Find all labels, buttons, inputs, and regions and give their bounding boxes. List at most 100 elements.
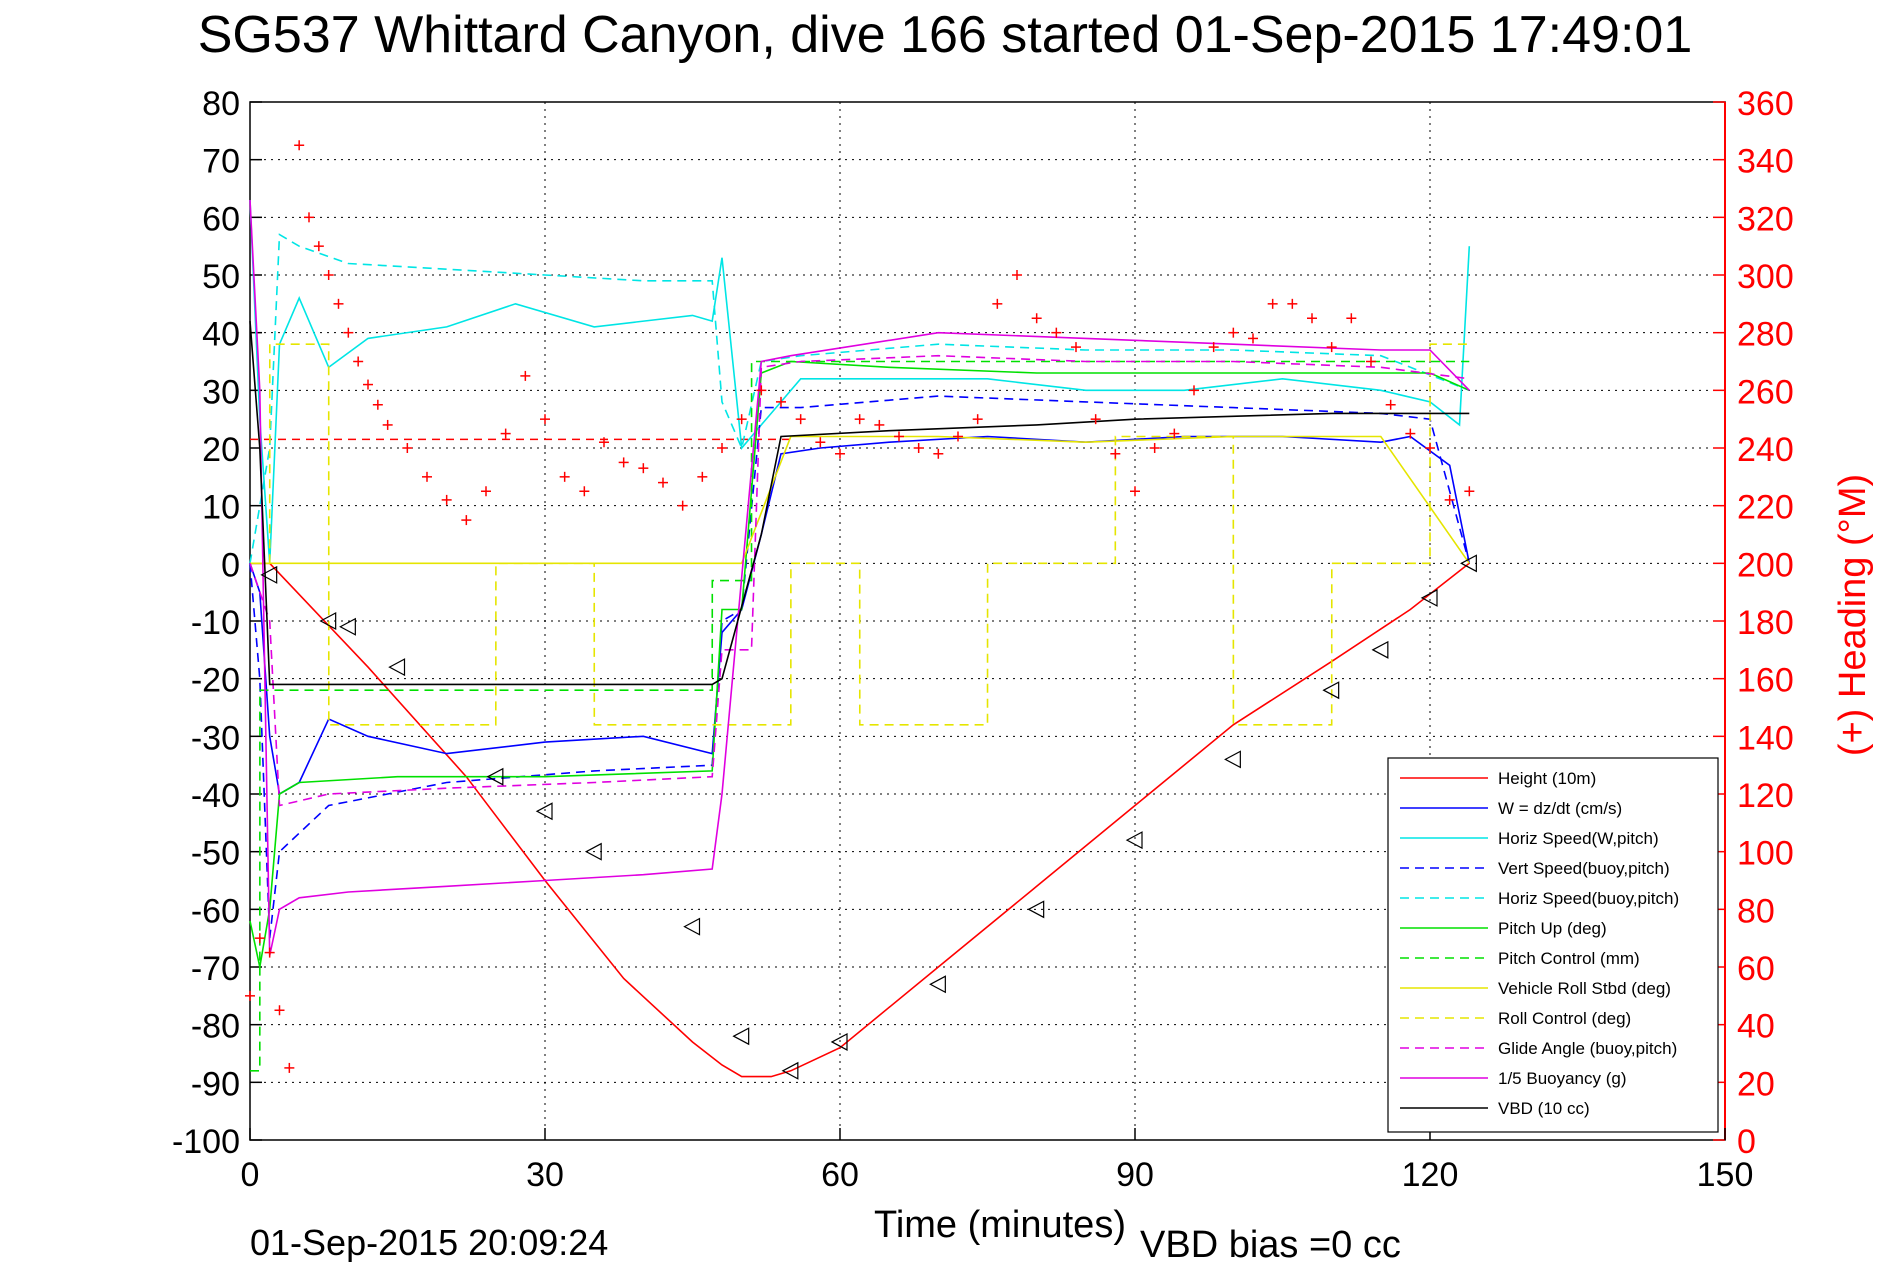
- triangle-markers: [260, 554, 1477, 1080]
- heading-point: [422, 471, 432, 482]
- x-axis-label: Time (minutes): [874, 1204, 1126, 1246]
- legend-label: Pitch Control (mm): [1498, 949, 1640, 968]
- heading-point: [1366, 356, 1376, 367]
- heading-point: [756, 385, 767, 396]
- heading-point: [343, 327, 354, 338]
- x-tick-label: 150: [1697, 1156, 1754, 1194]
- heading-point: [1130, 486, 1140, 497]
- legend-label: Vehicle Roll Stbd (deg): [1498, 979, 1671, 998]
- heading-point: [835, 448, 845, 459]
- heading-point: [254, 933, 265, 944]
- legend-label: Pitch Up (deg): [1498, 919, 1607, 938]
- triangle-marker: [486, 767, 504, 786]
- y2-tick-label: 40: [1737, 1008, 1775, 1046]
- legend-label: VBD (10 cc): [1498, 1099, 1590, 1118]
- series-line-4: [249, 233, 1470, 564]
- y2-tick-label: 140: [1737, 719, 1794, 757]
- heading-point: [1307, 313, 1317, 324]
- y2-tick-label: 360: [1737, 85, 1794, 123]
- x-tick-label: 30: [526, 1156, 564, 1194]
- y2-tick-label: 80: [1737, 892, 1775, 930]
- chart-title: SG537 Whittard Canyon, dive 166 started …: [198, 6, 1693, 64]
- triangle-marker: [1460, 554, 1477, 573]
- heading-point: [1071, 342, 1081, 353]
- heading-point: [1189, 385, 1199, 396]
- heading-point: [1012, 270, 1022, 280]
- heading-point: [1149, 443, 1160, 453]
- y-tick-label: 50: [202, 258, 240, 296]
- heading-point: [599, 437, 609, 448]
- y-tick-label: -90: [191, 1065, 240, 1103]
- legend-label: W = dz/dt (cm/s): [1498, 799, 1622, 818]
- y-tick-label: -50: [191, 835, 240, 873]
- heading-point: [520, 370, 531, 381]
- heading-point: [382, 419, 393, 430]
- triangle-marker: [1371, 640, 1389, 659]
- triangle-marker: [781, 1061, 799, 1080]
- heading-point: [658, 477, 668, 488]
- right-axis-ticks: 3603403203002802602402202001801601401201…: [1713, 85, 1794, 1161]
- heading-point: [1267, 298, 1278, 309]
- y2-tick-label: 0: [1737, 1123, 1756, 1161]
- x-tick-label: 0: [241, 1156, 260, 1194]
- legend-label: Horiz Speed(buoy,pitch): [1498, 889, 1679, 908]
- x-tick-label: 60: [821, 1156, 859, 1194]
- heading-point: [1110, 448, 1121, 459]
- heading-point: [304, 212, 314, 223]
- y2-tick-label: 180: [1737, 604, 1794, 642]
- heading-point: [972, 414, 983, 425]
- heading-point: [1208, 342, 1219, 353]
- heading-point: [1169, 428, 1180, 439]
- triangle-marker: [830, 1032, 848, 1051]
- heading-point: [776, 396, 786, 407]
- legend-label: Horiz Speed(W,pitch): [1498, 829, 1659, 848]
- heading-point: [992, 298, 1003, 309]
- x-tick-label: 90: [1116, 1156, 1154, 1194]
- y2-tick-label: 200: [1737, 546, 1794, 584]
- heading-point: [677, 500, 688, 511]
- heading-point: [500, 428, 511, 439]
- right-axis-label: (+) Heading (°M): [1832, 474, 1874, 756]
- triangle-marker: [929, 975, 946, 994]
- y2-tick-label: 220: [1737, 489, 1794, 527]
- y-tick-label: -10: [191, 604, 240, 642]
- y-tick-label: -20: [191, 662, 240, 700]
- y-tick-label: 20: [202, 431, 240, 469]
- y2-tick-label: 340: [1737, 143, 1794, 181]
- heading-point: [1405, 428, 1416, 439]
- heading-point: [284, 1062, 295, 1073]
- heading-point: [1090, 414, 1101, 425]
- y2-tick-label: 20: [1737, 1065, 1775, 1103]
- left-axis-ticks: 80 70 60 50 40 30 20 10 0 -10 -20 -30 -40 -50 -60 -70 -8…: [172, 85, 262, 1161]
- y2-tick-label: 300: [1737, 258, 1794, 296]
- heading-point: [854, 414, 865, 425]
- heading-point: [1425, 443, 1435, 453]
- y-tick-label: -60: [191, 892, 240, 930]
- heading-point: [618, 457, 629, 468]
- heading-point: [736, 414, 747, 425]
- heading-point: [638, 463, 649, 474]
- heading-point: [1031, 313, 1042, 324]
- heading-point: [579, 486, 590, 497]
- heading-point: [1346, 313, 1357, 324]
- x-tick-label: 120: [1402, 1156, 1459, 1194]
- legend-label: Height (10m): [1498, 769, 1596, 788]
- heading-point: [894, 431, 904, 442]
- y2-tick-label: 280: [1737, 316, 1794, 354]
- y-tick-label: 30: [202, 373, 240, 411]
- series-line-9: [249, 354, 1470, 807]
- y-tick-label: -30: [191, 719, 240, 757]
- heading-point: [372, 399, 383, 410]
- heading-point: [1051, 327, 1062, 338]
- y-tick-label: -40: [191, 777, 240, 815]
- y-tick-label: 70: [202, 143, 240, 181]
- y2-tick-label: 60: [1737, 950, 1775, 988]
- heading-point: [559, 471, 570, 482]
- triangle-marker: [1027, 900, 1045, 919]
- series-line-11: [249, 321, 1470, 686]
- heading-point: [461, 515, 472, 526]
- heading-point: [264, 947, 275, 958]
- heading-point: [363, 379, 373, 390]
- legend-box: [1387, 757, 1719, 1133]
